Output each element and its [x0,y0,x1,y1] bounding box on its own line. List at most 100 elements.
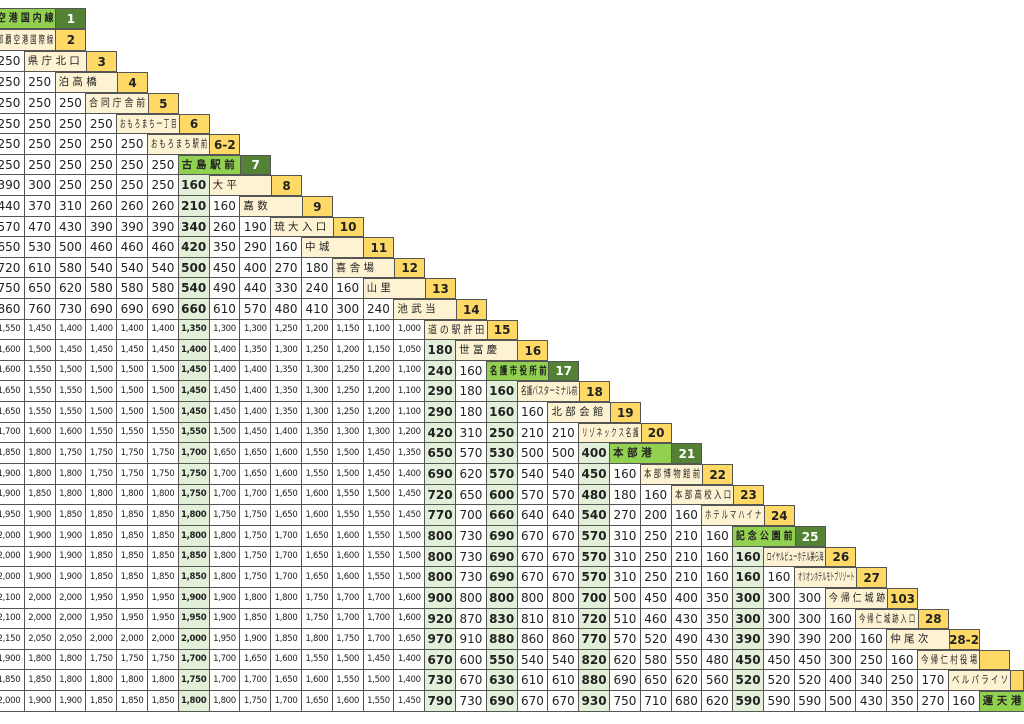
fare-cell: 1,900 [24,505,56,526]
fare-cell: 1,850 [86,691,118,712]
fare-cell: 1,550 [178,423,210,443]
fare-cell: 670 [517,526,549,547]
fare-cell: 700 [579,588,610,609]
fare-cell: 800 [425,547,456,567]
fare-cell: 590 [764,691,795,712]
fare-cell: 770 [579,629,610,650]
fare-cell: 1,450 [178,381,210,402]
fare-cell: 250 [55,93,87,114]
fare-cell: 1,800 [24,443,56,464]
stop-name: ベ ル パ ラ イ ソ [951,674,1008,687]
fare-cell: 250 [148,155,179,175]
fare-cell: 160 [640,485,672,505]
fare-cell: 1,450 [86,340,118,361]
fare-cell: 580 [86,278,118,299]
fare-cell: 1,200 [332,340,364,361]
fare-cell: 190 [240,217,272,237]
fare-cell: 450 [579,464,610,485]
fare-cell: 800 [425,567,456,588]
fare-cell: 250 [117,134,148,155]
fare-cell: 500 [55,237,87,258]
fare-cell: 160 [486,381,518,402]
fare-cell: 250 [640,526,672,547]
stop-label: お も ろ ま ち 駅 前 [148,134,211,155]
fare-cell: 250 [24,155,56,175]
fare-cell: 330 [271,278,302,299]
fare-cell: 580 [640,650,672,670]
fare-cell: 1,650 [240,464,272,485]
fare-cell: 160 [209,196,241,217]
fare-cell: 290 [425,381,456,402]
fare-cell: 450 [733,650,764,670]
fare-cell: 1,600 [271,650,302,670]
stop-number [980,650,1011,670]
stop-number: 18 [580,381,610,402]
fare-cell: 730 [425,670,456,691]
stop-label: 今 帰 仁 城 跡 入 口 [856,609,919,629]
fare-cell: 570 [456,443,487,464]
fare-cell: 1,950 [148,609,179,629]
fare-cell: 2,100 [0,588,25,609]
stop-number: 20 [641,423,672,443]
fare-cell: 2,000 [55,588,87,609]
fare-cell: 1,500 [55,361,87,381]
fare-cell: 2,000 [24,588,56,609]
fare-cell: 180 [610,485,641,505]
fare-cell: 520 [794,670,826,691]
fare-cell: 1,850 [117,505,148,526]
fare-cell: 300 [733,609,764,629]
stop-number: 17 [549,361,580,381]
fare-cell: 810 [517,609,549,629]
fare-cell: 1,650 [209,443,241,464]
fare-cell: 1,550 [0,320,25,340]
fare-cell: 270 [271,258,302,278]
fare-cell: 670 [517,547,549,567]
fare-cell: 1,850 [86,526,118,547]
fare-cell: 570 [579,547,610,567]
fare-cell: 1,850 [86,505,118,526]
stop-name: 嘉 数 [243,200,268,213]
fare-cell: 1,450 [363,443,395,464]
fare-cell: 250 [117,155,148,175]
fare-cell: 210 [671,547,703,567]
fare-cell: 620 [702,691,734,712]
stop-number: 5 [148,93,179,114]
fare-cell: 1,150 [363,340,395,361]
fare-cell: 480 [579,485,610,505]
fare-cell: 650 [0,237,25,258]
fare-cell: 800 [486,588,518,609]
fare-cell: 240 [425,361,456,381]
fare-cell: 1,650 [302,547,333,567]
fare-cell: 1,550 [117,423,148,443]
stop-name: 仲 尾 次 [890,633,929,646]
fare-cell: 1,400 [117,320,148,340]
fare-cell: 500 [548,443,580,464]
fare-cell: 1,600 [332,547,364,567]
fare-cell: 1,600 [0,340,25,361]
fare-cell: 1,800 [148,670,179,691]
fare-cell: 1,200 [363,381,395,402]
fare-cell: 1,650 [271,485,302,505]
fare-cell: 1,900 [55,691,87,712]
fare-cell: 520 [764,670,795,691]
fare-cell: 160 [702,567,734,588]
stop-label: お も ろ ま ち 一 丁 目 [117,114,180,134]
fare-cell: 690 [425,464,456,485]
fare-cell: 1,650 [240,650,272,670]
fare-cell: 2,000 [117,629,148,650]
fare-cell: 930 [579,691,610,712]
fare-cell: 1,700 [271,547,302,567]
fare-cell: 270 [610,505,641,526]
fare-cell: 1,400 [394,670,426,691]
fare-cell: 1,500 [24,340,56,361]
stop-label: 県 庁 北 口 [24,51,88,72]
fare-cell: 570 [0,217,25,237]
fare-cell: 1,800 [178,505,210,526]
stop-name: ホ テ ル マ ハ イ ナ [705,509,762,522]
fare-cell: 1,800 [271,609,302,629]
fare-cell: 200 [640,505,672,526]
fare-cell: 590 [794,691,826,712]
fare-cell: 160 [733,547,764,567]
fare-cell: 670 [425,650,456,670]
fare-cell: 460 [117,237,148,258]
